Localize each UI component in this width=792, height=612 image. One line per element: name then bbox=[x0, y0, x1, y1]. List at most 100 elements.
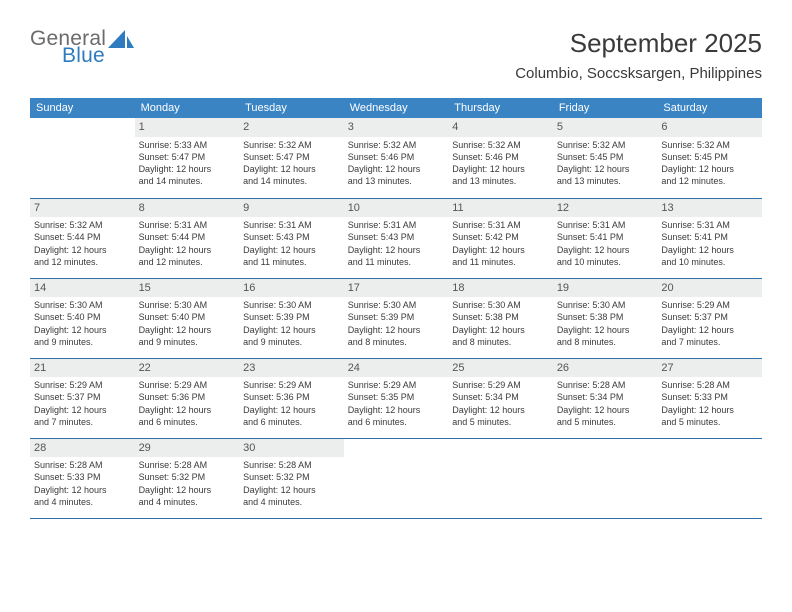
daylight-line2: and 8 minutes. bbox=[452, 336, 549, 348]
calendar-cell: 30Sunrise: 5:28 AMSunset: 5:32 PMDayligh… bbox=[239, 438, 344, 518]
logo-text-blue: Blue bbox=[62, 45, 106, 66]
day-number: 14 bbox=[30, 279, 135, 298]
calendar-cell: 25Sunrise: 5:29 AMSunset: 5:34 PMDayligh… bbox=[448, 358, 553, 438]
day-number: 9 bbox=[239, 199, 344, 218]
daylight-line2: and 8 minutes. bbox=[348, 336, 445, 348]
calendar-cell: 7Sunrise: 5:32 AMSunset: 5:44 PMDaylight… bbox=[30, 198, 135, 278]
calendar-cell: 17Sunrise: 5:30 AMSunset: 5:39 PMDayligh… bbox=[344, 278, 449, 358]
calendar-table: Sunday Monday Tuesday Wednesday Thursday… bbox=[30, 98, 762, 519]
sunset-text: Sunset: 5:34 PM bbox=[557, 391, 654, 403]
daylight-line2: and 9 minutes. bbox=[243, 336, 340, 348]
sunrise-text: Sunrise: 5:30 AM bbox=[557, 299, 654, 311]
sunset-text: Sunset: 5:45 PM bbox=[661, 151, 758, 163]
calendar-cell bbox=[30, 118, 135, 198]
day-number: 5 bbox=[553, 118, 658, 137]
sunrise-text: Sunrise: 5:32 AM bbox=[557, 139, 654, 151]
daylight-line1: Daylight: 12 hours bbox=[34, 404, 131, 416]
location-subtitle: Columbio, Soccsksargen, Philippines bbox=[515, 65, 762, 82]
sunrise-text: Sunrise: 5:31 AM bbox=[661, 219, 758, 231]
sunrise-text: Sunrise: 5:31 AM bbox=[243, 219, 340, 231]
header: General Blue September 2025 Columbio, So… bbox=[30, 28, 762, 82]
daylight-line1: Daylight: 12 hours bbox=[139, 244, 236, 256]
calendar-cell: 24Sunrise: 5:29 AMSunset: 5:35 PMDayligh… bbox=[344, 358, 449, 438]
logo: General Blue bbox=[30, 28, 134, 66]
sunrise-text: Sunrise: 5:32 AM bbox=[661, 139, 758, 151]
sunrise-text: Sunrise: 5:32 AM bbox=[348, 139, 445, 151]
sunrise-text: Sunrise: 5:29 AM bbox=[661, 299, 758, 311]
day-number: 3 bbox=[344, 118, 449, 137]
dayname-thu: Thursday bbox=[448, 98, 553, 118]
daylight-line1: Daylight: 12 hours bbox=[661, 324, 758, 336]
sunset-text: Sunset: 5:39 PM bbox=[243, 311, 340, 323]
daylight-line1: Daylight: 12 hours bbox=[139, 484, 236, 496]
daylight-line2: and 11 minutes. bbox=[452, 256, 549, 268]
daylight-line1: Daylight: 12 hours bbox=[243, 484, 340, 496]
calendar-cell bbox=[657, 438, 762, 518]
daylight-line1: Daylight: 12 hours bbox=[557, 404, 654, 416]
daylight-line1: Daylight: 12 hours bbox=[452, 244, 549, 256]
calendar-cell bbox=[448, 438, 553, 518]
daylight-line2: and 11 minutes. bbox=[348, 256, 445, 268]
daylight-line2: and 13 minutes. bbox=[348, 175, 445, 187]
daylight-line2: and 7 minutes. bbox=[34, 416, 131, 428]
sunset-text: Sunset: 5:36 PM bbox=[139, 391, 236, 403]
daylight-line2: and 6 minutes. bbox=[139, 416, 236, 428]
calendar-cell: 18Sunrise: 5:30 AMSunset: 5:38 PMDayligh… bbox=[448, 278, 553, 358]
day-number: 6 bbox=[657, 118, 762, 137]
dayname-fri: Friday bbox=[553, 98, 658, 118]
day-number: 8 bbox=[135, 199, 240, 218]
calendar-cell: 23Sunrise: 5:29 AMSunset: 5:36 PMDayligh… bbox=[239, 358, 344, 438]
calendar-week-row: 14Sunrise: 5:30 AMSunset: 5:40 PMDayligh… bbox=[30, 278, 762, 358]
daylight-line1: Daylight: 12 hours bbox=[348, 324, 445, 336]
daylight-line1: Daylight: 12 hours bbox=[452, 324, 549, 336]
dayname-sat: Saturday bbox=[657, 98, 762, 118]
calendar-cell: 28Sunrise: 5:28 AMSunset: 5:33 PMDayligh… bbox=[30, 438, 135, 518]
daylight-line2: and 10 minutes. bbox=[557, 256, 654, 268]
daylight-line2: and 11 minutes. bbox=[243, 256, 340, 268]
daylight-line1: Daylight: 12 hours bbox=[348, 404, 445, 416]
daylight-line1: Daylight: 12 hours bbox=[243, 163, 340, 175]
calendar-cell: 8Sunrise: 5:31 AMSunset: 5:44 PMDaylight… bbox=[135, 198, 240, 278]
sunset-text: Sunset: 5:44 PM bbox=[34, 231, 131, 243]
day-number: 2 bbox=[239, 118, 344, 137]
sunrise-text: Sunrise: 5:30 AM bbox=[34, 299, 131, 311]
sunrise-text: Sunrise: 5:30 AM bbox=[348, 299, 445, 311]
dayname-tue: Tuesday bbox=[239, 98, 344, 118]
calendar-cell: 5Sunrise: 5:32 AMSunset: 5:45 PMDaylight… bbox=[553, 118, 658, 198]
sunrise-text: Sunrise: 5:32 AM bbox=[34, 219, 131, 231]
calendar-cell: 6Sunrise: 5:32 AMSunset: 5:45 PMDaylight… bbox=[657, 118, 762, 198]
month-title: September 2025 bbox=[515, 28, 762, 59]
calendar-cell: 4Sunrise: 5:32 AMSunset: 5:46 PMDaylight… bbox=[448, 118, 553, 198]
daylight-line1: Daylight: 12 hours bbox=[243, 404, 340, 416]
calendar-cell: 27Sunrise: 5:28 AMSunset: 5:33 PMDayligh… bbox=[657, 358, 762, 438]
daylight-line2: and 13 minutes. bbox=[452, 175, 549, 187]
sunset-text: Sunset: 5:37 PM bbox=[661, 311, 758, 323]
sunset-text: Sunset: 5:32 PM bbox=[139, 471, 236, 483]
daylight-line1: Daylight: 12 hours bbox=[452, 404, 549, 416]
calendar-week-row: 28Sunrise: 5:28 AMSunset: 5:33 PMDayligh… bbox=[30, 438, 762, 518]
sunrise-text: Sunrise: 5:31 AM bbox=[139, 219, 236, 231]
day-number: 23 bbox=[239, 359, 344, 378]
sunset-text: Sunset: 5:41 PM bbox=[661, 231, 758, 243]
day-number: 13 bbox=[657, 199, 762, 218]
sunrise-text: Sunrise: 5:28 AM bbox=[661, 379, 758, 391]
day-number: 16 bbox=[239, 279, 344, 298]
sunset-text: Sunset: 5:33 PM bbox=[661, 391, 758, 403]
sunset-text: Sunset: 5:32 PM bbox=[243, 471, 340, 483]
calendar-cell: 14Sunrise: 5:30 AMSunset: 5:40 PMDayligh… bbox=[30, 278, 135, 358]
daylight-line2: and 9 minutes. bbox=[34, 336, 131, 348]
calendar-cell: 19Sunrise: 5:30 AMSunset: 5:38 PMDayligh… bbox=[553, 278, 658, 358]
sunset-text: Sunset: 5:40 PM bbox=[139, 311, 236, 323]
daylight-line1: Daylight: 12 hours bbox=[243, 244, 340, 256]
calendar-cell: 29Sunrise: 5:28 AMSunset: 5:32 PMDayligh… bbox=[135, 438, 240, 518]
daylight-line2: and 4 minutes. bbox=[139, 496, 236, 508]
sunset-text: Sunset: 5:44 PM bbox=[139, 231, 236, 243]
day-number: 17 bbox=[344, 279, 449, 298]
daylight-line2: and 4 minutes. bbox=[243, 496, 340, 508]
sunset-text: Sunset: 5:34 PM bbox=[452, 391, 549, 403]
day-number: 1 bbox=[135, 118, 240, 137]
calendar-cell: 3Sunrise: 5:32 AMSunset: 5:46 PMDaylight… bbox=[344, 118, 449, 198]
sunrise-text: Sunrise: 5:31 AM bbox=[348, 219, 445, 231]
sunrise-text: Sunrise: 5:31 AM bbox=[452, 219, 549, 231]
daylight-line1: Daylight: 12 hours bbox=[661, 404, 758, 416]
